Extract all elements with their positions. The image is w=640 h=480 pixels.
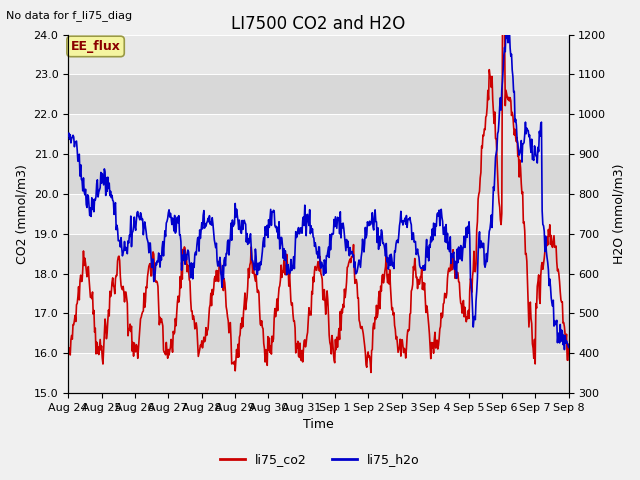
- Title: LI7500 CO2 and H2O: LI7500 CO2 and H2O: [231, 15, 406, 33]
- Legend: li75_co2, li75_h2o: li75_co2, li75_h2o: [215, 448, 425, 471]
- Bar: [68, 74, 568, 114]
- Bar: [68, 234, 568, 274]
- Text: No data for f_li75_diag: No data for f_li75_diag: [6, 11, 132, 22]
- Bar: [68, 114, 568, 154]
- Bar: [68, 313, 568, 353]
- Bar: [68, 154, 568, 194]
- Bar: [68, 194, 568, 234]
- Bar: [68, 274, 568, 313]
- Y-axis label: CO2 (mmol/m3): CO2 (mmol/m3): [15, 164, 28, 264]
- Y-axis label: H2O (mmol/m3): H2O (mmol/m3): [612, 164, 625, 264]
- X-axis label: Time: Time: [303, 419, 333, 432]
- Bar: [68, 353, 568, 393]
- Text: EE_flux: EE_flux: [70, 40, 120, 53]
- Bar: [68, 35, 568, 74]
